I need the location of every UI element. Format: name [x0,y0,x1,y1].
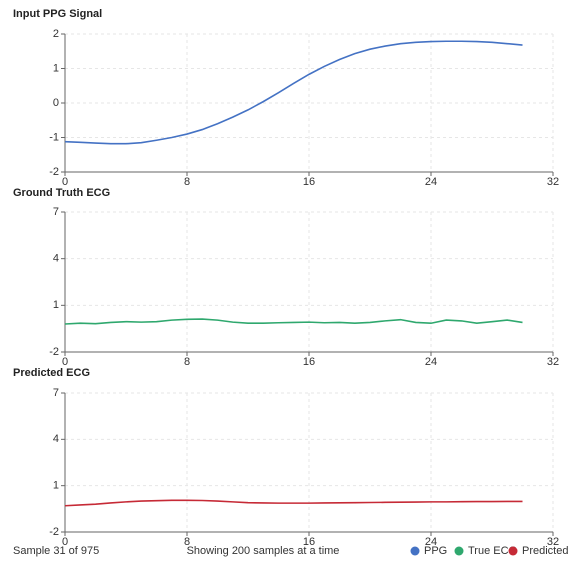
x-tick-label: 8 [184,176,190,188]
sample-counter: Sample 31 of 975 [13,545,99,557]
x-tick-label: 0 [62,536,68,548]
x-tick-label: 0 [62,176,68,188]
x-tick-label: 16 [303,176,315,188]
y-tick-label: 0 [53,97,59,109]
y-tick-label: -2 [49,526,59,538]
y-tick-label: 1 [53,480,59,492]
chart-title: Predicted ECG [13,367,90,379]
x-tick-label: 16 [303,356,315,368]
series-line [64,499,523,507]
y-tick-label: 4 [53,253,59,265]
chart-title: Ground Truth ECG [13,187,110,199]
x-tick-label: 8 [184,536,190,548]
samples-info: Showing 200 samples at a time [187,545,340,557]
y-tick-label: 4 [53,433,59,445]
x-tick-label: 16 [303,536,315,548]
legend-label: PPG [424,545,447,557]
y-tick-label: -2 [49,166,59,178]
x-tick-label: 24 [425,536,437,548]
x-tick-label: 24 [425,176,437,188]
x-tick-label: 32 [547,176,559,188]
x-tick-label: 0 [62,356,68,368]
x-tick-label: 32 [547,356,559,368]
legend-label: Predicted [522,545,568,557]
y-tick-label: 2 [53,28,59,40]
y-tick-label: 7 [53,206,59,218]
legend-swatch [508,546,518,556]
legend-swatch [410,546,420,556]
chart-title: Input PPG Signal [13,8,102,20]
x-tick-label: 32 [547,536,559,548]
legend-label: True ECG [468,545,517,557]
y-tick-label: 1 [53,62,59,74]
legend-swatch [454,546,464,556]
y-tick-label: -2 [49,346,59,358]
x-tick-label: 24 [425,356,437,368]
y-tick-label: -1 [49,131,59,143]
y-tick-label: 1 [53,299,59,311]
x-tick-label: 8 [184,356,190,368]
series-line [64,40,523,145]
y-tick-label: 7 [53,387,59,399]
series-line [64,318,523,325]
